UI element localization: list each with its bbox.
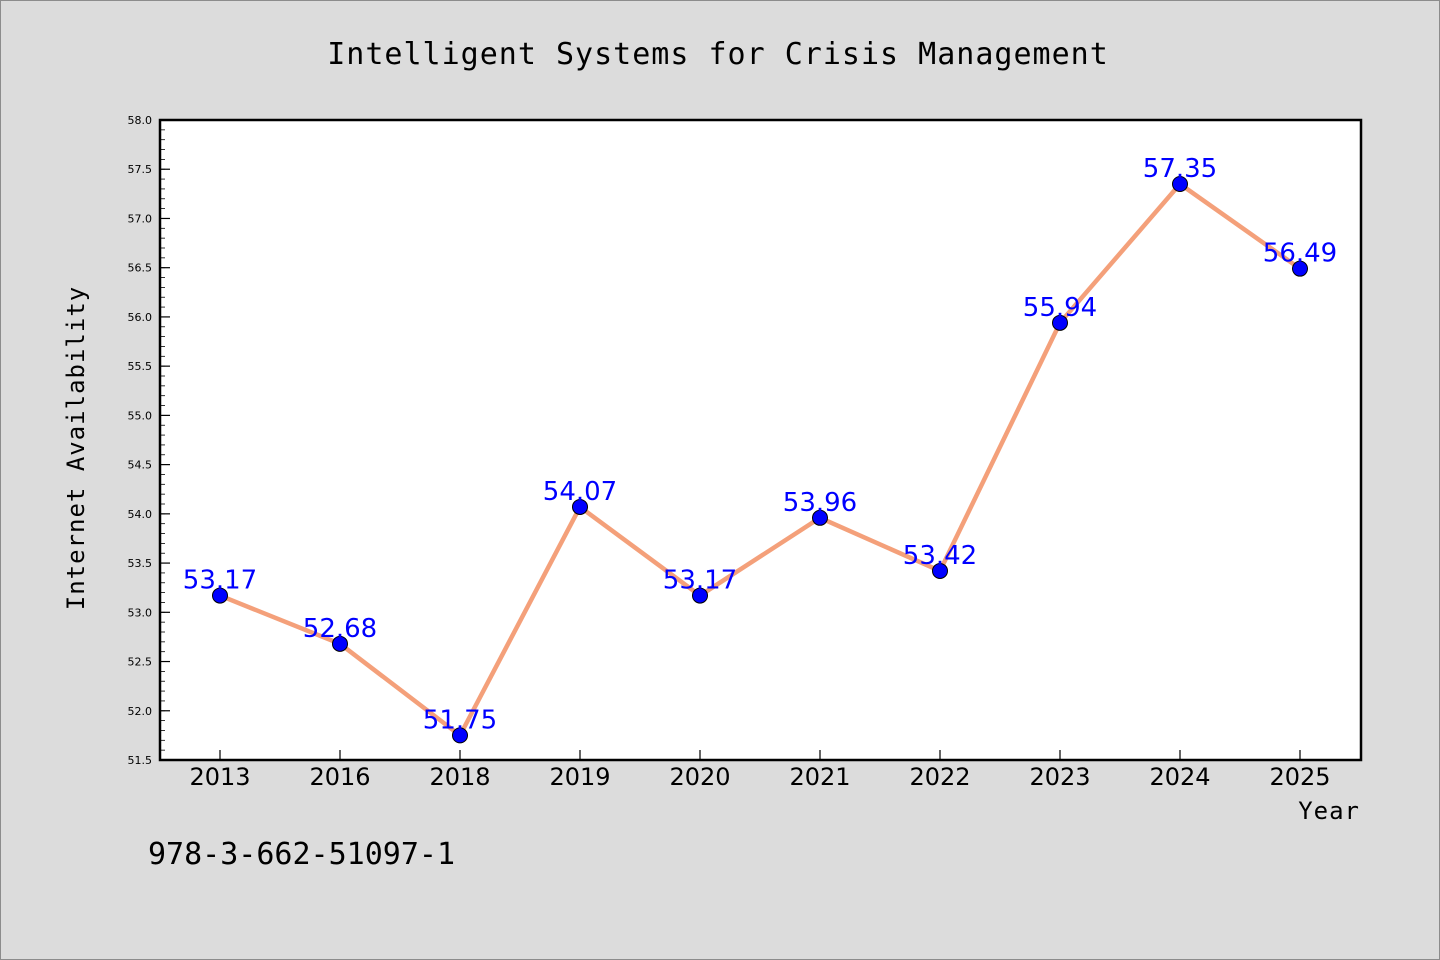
data-point-marker	[212, 587, 228, 604]
data-value-label: 57.35	[1143, 154, 1217, 184]
data-point-marker	[1172, 176, 1188, 192]
x-tick-label: 2016	[309, 763, 370, 791]
data-value-label: 55.94	[1023, 293, 1097, 323]
series-line	[217, 181, 1303, 738]
y-tick-label: 55.5	[128, 360, 153, 373]
x-tick-label: 2018	[429, 763, 490, 791]
x-tick-label: 2013	[189, 763, 250, 791]
data-point-marker	[452, 727, 468, 744]
x-tick-label: 2022	[909, 763, 970, 791]
y-tick-label: 54.5	[128, 459, 153, 472]
data-value-label: 53.17	[663, 566, 737, 596]
data-value-label: 53.42	[903, 541, 977, 571]
plot-area	[158, 118, 1363, 762]
x-tick-label: 2021	[789, 763, 850, 791]
data-value-label: 54.07	[543, 477, 617, 507]
data-value-label: 51.75	[423, 705, 497, 735]
x-axis-title: Year	[1298, 797, 1360, 825]
data-label-group: 53.17 52.68 51.75 54.07 53.17 53.96 53.42 55.94…	[183, 154, 1337, 735]
y-tick-label: 53.0	[128, 606, 153, 619]
y-tick-label: 54.0	[128, 508, 153, 521]
marker-group	[212, 176, 1308, 744]
x-tick-label: 2019	[549, 763, 610, 791]
y-axis-title: Internet Availability	[62, 286, 90, 610]
x-tick-label: 2023	[1029, 763, 1090, 791]
x-tick-label: 2020	[669, 763, 730, 791]
y-tick-label: 58.0	[128, 114, 153, 127]
y-tick-label: 57.0	[128, 212, 153, 225]
x-tick-label: 2024	[1149, 763, 1210, 791]
y-tick-label: 56.5	[128, 262, 153, 275]
data-point-marker	[932, 562, 948, 579]
data-value-label: 56.49	[1263, 239, 1337, 269]
data-point-marker	[332, 635, 348, 652]
data-value-label: 52.68	[303, 614, 377, 644]
series-line-group	[217, 181, 1303, 738]
data-point-marker	[692, 587, 708, 604]
y-axis: 51.5 52.0 52.5 53.0 53.5 54.0 54.5 55.0 55.5 56.0…	[128, 114, 170, 767]
data-point-marker	[812, 509, 828, 526]
chart-title: Intelligent Systems for Crisis Managemen…	[327, 37, 1109, 72]
data-point-marker	[1292, 260, 1308, 277]
data-point-marker	[572, 498, 588, 515]
data-value-label: 53.96	[783, 488, 857, 518]
y-tick-label: 52.0	[128, 705, 153, 718]
isbn-text: 978-3-662-51097-1	[148, 837, 455, 872]
x-axis: 2013 2016 2018 2019 2020 2021 2022 2023 2024 2025	[189, 750, 1331, 791]
data-value-label: 53.17	[183, 566, 257, 596]
y-tick-label: 52.5	[128, 656, 153, 669]
y-tick-label: 55.0	[128, 409, 153, 422]
x-tick-label: 2025	[1269, 763, 1330, 791]
y-tick-label: 51.5	[128, 754, 153, 767]
data-point-marker	[1052, 314, 1068, 331]
y-tick-label: 56.0	[128, 311, 153, 324]
y-tick-label: 57.5	[128, 163, 153, 176]
y-tick-label: 53.5	[128, 557, 153, 570]
